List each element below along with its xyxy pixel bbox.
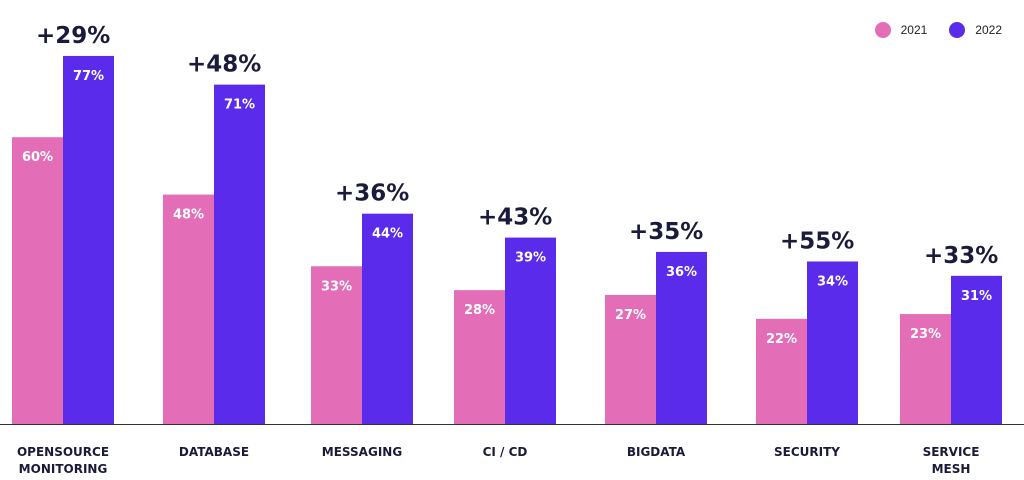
category-label-0-line-0: OPENSOURCE [17, 445, 109, 459]
growth-label-6: +33% [924, 243, 998, 269]
data-label-2022-2: 44% [372, 227, 403, 242]
data-label-2022-1: 71% [224, 98, 255, 113]
growth-label-4: +35% [629, 219, 703, 245]
data-label-2021-6: 23% [910, 327, 941, 342]
bar-2022-2 [362, 213, 413, 424]
data-label-2022-5: 34% [817, 274, 848, 289]
growth-label-3: +43% [478, 205, 552, 231]
growth-label-1: +48% [187, 52, 261, 78]
data-label-2021-2: 33% [321, 279, 352, 294]
growth-label-5: +55% [780, 228, 854, 254]
category-label-3-line-0: CI / CD [483, 445, 528, 459]
legend-swatch-2021 [874, 22, 891, 38]
data-label-2021-1: 48% [173, 208, 204, 223]
data-label-2021-4: 27% [615, 308, 646, 323]
category-label-5-line-0: SECURITY [774, 445, 840, 459]
bar-2022-4 [656, 251, 707, 424]
data-label-2022-6: 31% [961, 289, 992, 304]
data-label-2022-3: 39% [515, 251, 546, 266]
category-label-2-line-0: MESSAGING [322, 445, 402, 459]
bar-2021-3 [454, 290, 505, 424]
bar-2021-0 [12, 137, 63, 424]
data-label-2021-0: 60% [22, 150, 53, 165]
data-label-2022-0: 77% [73, 69, 104, 84]
legend: 2021 2022 [863, 22, 1002, 38]
legend-item-2021: 2021 [874, 22, 928, 38]
bar-2021-4 [605, 294, 656, 424]
category-label-6-line-1: MESH [932, 462, 971, 476]
category-label-1-line-0: DATABASE [179, 445, 249, 459]
legend-swatch-2022 [949, 22, 966, 38]
growth-label-0: +29% [36, 23, 110, 49]
bar-2021-6 [900, 314, 951, 424]
category-label-6-line-0: SERVICE [923, 445, 980, 459]
bar-2021-2 [311, 266, 362, 424]
data-label-2022-4: 36% [666, 265, 697, 280]
growth-label-2: +36% [335, 181, 409, 207]
bar-2021-5 [756, 318, 807, 424]
bar-2022-1 [214, 84, 265, 425]
category-label-4-line-0: BIGDATA [627, 445, 686, 459]
bar-2021-1 [163, 194, 214, 424]
bar-2022-5 [807, 261, 858, 424]
legend-item-2022: 2022 [949, 22, 1002, 38]
legend-label-2022: 2022 [975, 23, 1002, 37]
data-label-2021-3: 28% [464, 303, 495, 318]
bar-2022-6 [951, 275, 1002, 424]
bar-2022-3 [505, 237, 556, 424]
category-label-0-line-1: MONITORING [19, 462, 108, 476]
legend-label-2021: 2021 [900, 23, 928, 37]
data-label-2021-5: 22% [766, 332, 797, 347]
bar-2022-0 [63, 55, 114, 424]
